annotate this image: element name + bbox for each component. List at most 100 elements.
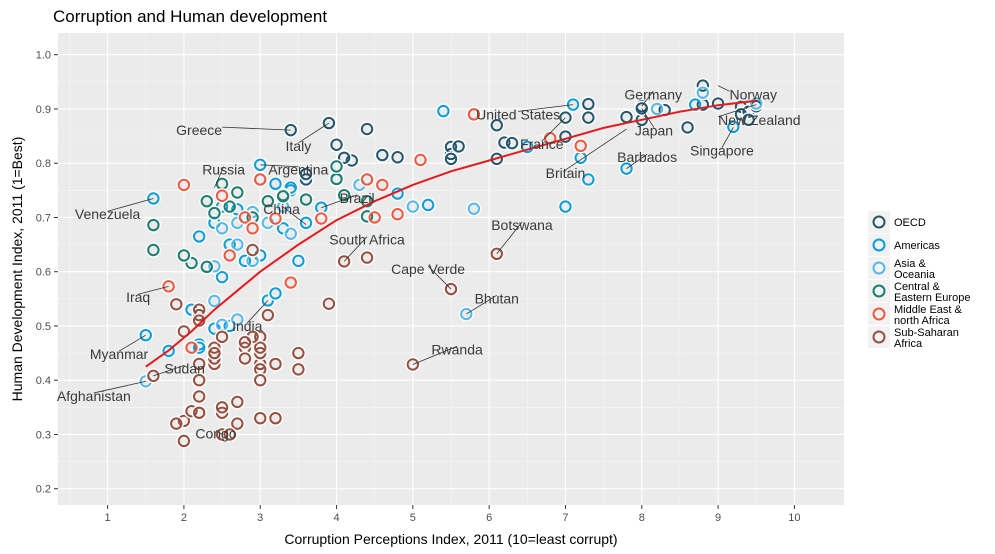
- x-axis-title: Corruption Perceptions Index, 2011 (10=l…: [284, 531, 617, 547]
- annotation-leader: [260, 164, 299, 168]
- legend-symbol: [872, 330, 886, 344]
- legend-symbol: [872, 238, 886, 252]
- data-point: [337, 189, 351, 202]
- y-tick-label: 0.2: [36, 484, 51, 496]
- annotation-label: Cape Verde: [391, 261, 465, 277]
- point-halo: [542, 130, 558, 146]
- point-halo: [328, 137, 345, 153]
- data-point: [147, 243, 160, 257]
- point-halo: [748, 95, 764, 112]
- annotation-leader: [118, 334, 146, 352]
- point-halo: [191, 356, 207, 372]
- legend-label: Asia & Oceania: [894, 258, 936, 281]
- point-halo: [389, 206, 406, 222]
- point-halo: [229, 416, 245, 432]
- annotation-leader: [626, 153, 648, 169]
- data-point: [185, 256, 198, 270]
- data-point: [223, 249, 236, 262]
- annotation-leader: [138, 285, 169, 295]
- data-point: [208, 294, 221, 308]
- legend-symbol: [872, 307, 886, 321]
- point-halo: [725, 119, 741, 135]
- legend-label: Sub-Saharan Africa: [894, 327, 959, 350]
- annotation-label: Myanmar: [90, 346, 149, 362]
- data-point: [254, 173, 267, 186]
- data-point: [467, 202, 481, 215]
- point-halo: [298, 171, 314, 188]
- point-halo: [206, 258, 223, 274]
- point-halo: [199, 259, 215, 275]
- data-point: [246, 243, 259, 257]
- data-point: [505, 136, 519, 150]
- annotation-leader: [321, 194, 358, 209]
- point-halo: [191, 405, 207, 421]
- point-halo: [443, 281, 459, 297]
- data-point: [444, 152, 458, 166]
- point-halo: [214, 426, 230, 443]
- data-point: [139, 328, 152, 342]
- point-halo: [634, 100, 650, 117]
- data-point: [391, 208, 404, 221]
- point-halo: [214, 405, 230, 421]
- data-point: [147, 218, 160, 232]
- annotation-label: Botswana: [491, 217, 553, 233]
- x-tick-label: 8: [639, 512, 645, 524]
- point-halo: [298, 191, 314, 208]
- data-point: [231, 395, 244, 409]
- annotation-leader: [496, 221, 523, 255]
- legend-label-line: Africa: [894, 338, 923, 350]
- point-halo: [283, 180, 299, 196]
- point-halo: [244, 220, 261, 236]
- point-halo: [237, 340, 253, 356]
- legend-label-line: north Africa: [894, 315, 951, 327]
- point-halo: [229, 311, 245, 328]
- point-halo: [229, 184, 245, 201]
- point-halo: [328, 158, 345, 175]
- point-halo: [191, 340, 207, 356]
- data-point: [696, 79, 710, 92]
- data-point: [192, 341, 206, 354]
- point-halo: [290, 345, 306, 361]
- legend-label-line: Middle East &: [894, 304, 963, 316]
- legend-label-line: Sub-Saharan: [894, 327, 959, 339]
- point-halo: [405, 199, 421, 215]
- series-sub-saharan-africa: [145, 242, 505, 449]
- data-point: [254, 411, 267, 425]
- legend-label-line: Eastern Europe: [894, 292, 970, 304]
- data-point: [360, 122, 374, 136]
- data-point: [231, 313, 244, 326]
- point-halo: [237, 334, 253, 350]
- series-central-eastern-europe: [145, 158, 375, 275]
- data-point: [337, 255, 351, 268]
- annotation-leader: [427, 265, 452, 290]
- legend-label-line: Americas: [894, 240, 940, 252]
- x-tick-label: 7: [562, 512, 568, 524]
- point-halo: [145, 242, 161, 258]
- point-halo: [504, 135, 520, 151]
- point-halo: [191, 228, 207, 245]
- data-point: [376, 178, 389, 192]
- data-point: [574, 139, 587, 153]
- annotation-leader: [641, 108, 655, 128]
- point-halo: [580, 110, 596, 126]
- data-point: [460, 307, 473, 321]
- data-point: [566, 98, 580, 111]
- legend-label-line: OECD: [894, 217, 926, 229]
- data-point: [421, 198, 435, 212]
- annotation-label: United States: [476, 106, 560, 122]
- point-halo: [298, 166, 314, 182]
- data-point: [185, 341, 198, 354]
- point-halo: [336, 253, 352, 270]
- point-halo: [679, 119, 696, 135]
- y-axis-title: Human Development Index, 2011 (1=Best): [9, 137, 25, 402]
- data-point: [742, 113, 755, 127]
- data-point: [727, 120, 740, 134]
- point-halo: [176, 177, 192, 193]
- series-middle-east-north-africa: [161, 106, 589, 356]
- legend-key: [868, 211, 890, 233]
- data-point: [185, 404, 198, 418]
- point-halo: [298, 215, 314, 231]
- point-halo: [252, 372, 268, 388]
- data-point: [231, 203, 244, 216]
- point-halo: [145, 190, 161, 207]
